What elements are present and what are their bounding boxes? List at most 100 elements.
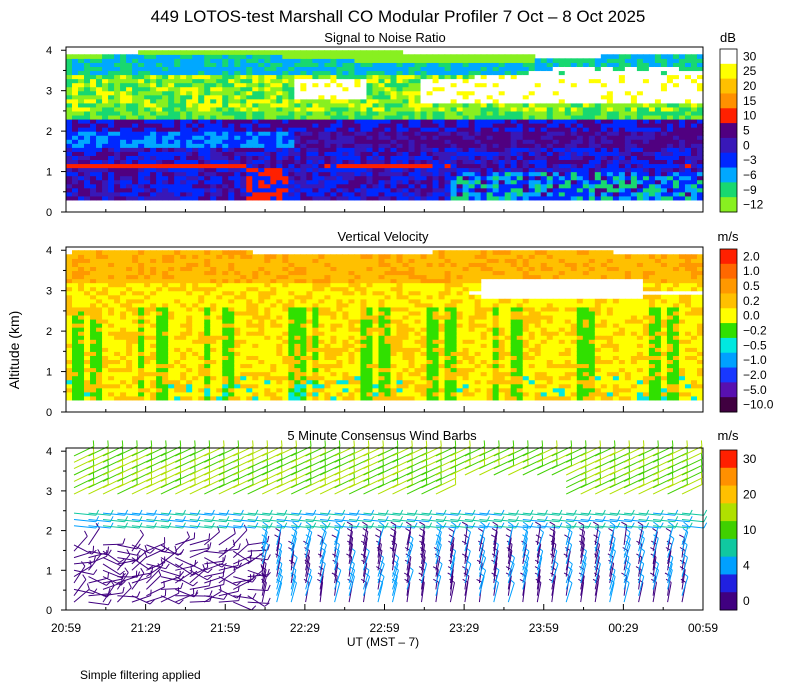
heatmap-cell <box>300 78 307 84</box>
heatmap-cell <box>114 106 121 112</box>
heatmap-cell <box>654 106 662 112</box>
heatmap-cell <box>192 379 199 385</box>
heatmap-cell <box>180 179 187 185</box>
heatmap-cell <box>144 327 151 332</box>
heatmap-cell <box>174 282 181 288</box>
heatmap-cell <box>402 54 410 59</box>
heatmap-cell <box>594 179 602 185</box>
heatmap-cell <box>78 135 85 140</box>
heatmap-cell <box>306 139 313 144</box>
heatmap-cell <box>228 70 235 76</box>
heatmap-cell <box>192 323 199 328</box>
heatmap-cell <box>186 282 193 288</box>
heatmap-cell <box>660 159 668 165</box>
heatmap-cell <box>432 58 440 63</box>
heatmap-cell <box>618 62 626 68</box>
heatmap-cell <box>150 50 157 55</box>
heatmap-cell <box>318 118 326 124</box>
heatmap-cell <box>150 270 157 276</box>
heatmap-cell <box>216 278 223 284</box>
heatmap-cell <box>450 110 458 116</box>
heatmap-cell <box>396 187 404 193</box>
heatmap-cell <box>324 167 332 173</box>
heatmap-cell <box>72 290 79 296</box>
heatmap-cell <box>102 114 109 120</box>
heatmap-cell <box>192 375 199 381</box>
heatmap-cell <box>432 118 440 124</box>
heatmap-cell <box>198 155 205 161</box>
heatmap-cell <box>438 82 446 88</box>
heatmap-cell <box>678 62 686 68</box>
heatmap-cell <box>96 286 103 292</box>
heatmap-cell <box>288 74 295 80</box>
heatmap-cell <box>612 163 620 169</box>
heatmap-cell <box>690 167 698 173</box>
heatmap-cell <box>258 151 265 156</box>
heatmap-cell <box>192 90 199 96</box>
heatmap-cell <box>630 151 638 156</box>
heatmap-cell <box>582 179 590 185</box>
heatmap-cell <box>252 102 259 108</box>
heatmap-cell <box>330 175 338 181</box>
heatmap-cell <box>120 151 127 156</box>
heatmap-cell <box>222 183 229 189</box>
heatmap-cell <box>624 191 632 197</box>
heatmap-cell <box>444 175 452 181</box>
heatmap-cell <box>78 298 85 304</box>
heatmap-cell <box>372 106 380 112</box>
heatmap-cell <box>558 82 566 88</box>
heatmap-cell <box>552 86 560 92</box>
heatmap-cell <box>180 167 187 173</box>
heatmap-cell <box>78 391 85 397</box>
heatmap-cell <box>90 62 97 68</box>
heatmap-cell <box>168 123 175 128</box>
heatmap-cell <box>492 147 500 152</box>
heatmap-cell <box>90 78 97 84</box>
heatmap-cell <box>198 387 205 393</box>
heatmap-cell <box>504 118 512 124</box>
heatmap-cell <box>150 290 157 296</box>
heatmap-cell <box>222 171 229 177</box>
heatmap-cell <box>162 106 169 112</box>
heatmap-cell <box>450 58 458 63</box>
heatmap-cell <box>96 114 103 120</box>
heatmap-cell <box>318 106 326 112</box>
heatmap-cell <box>180 310 187 316</box>
heatmap-cell <box>84 323 91 328</box>
heatmap-cell <box>186 270 193 276</box>
heatmap-cell <box>312 54 319 59</box>
heatmap-cell <box>276 58 283 63</box>
heatmap-cell <box>84 331 91 336</box>
heatmap-cell <box>108 395 115 401</box>
heatmap-cell <box>174 379 181 385</box>
heatmap-cell <box>366 135 374 140</box>
heatmap-cell <box>150 179 157 185</box>
heatmap-cell <box>456 147 464 152</box>
heatmap-cell <box>156 82 163 88</box>
heatmap-cell <box>180 151 187 156</box>
heatmap-cell <box>648 62 656 68</box>
heatmap-cell <box>678 106 686 112</box>
heatmap-cell <box>396 195 404 201</box>
heatmap-cell <box>474 147 482 152</box>
heatmap-cell <box>618 191 626 197</box>
heatmap-cell <box>204 331 211 336</box>
heatmap-cell <box>252 123 259 128</box>
heatmap-cell <box>156 78 163 84</box>
heatmap-cell <box>354 175 362 181</box>
heatmap-cell <box>156 123 163 128</box>
heatmap-cell <box>264 163 271 169</box>
heatmap-cell <box>162 298 169 304</box>
heatmap-cell <box>630 94 638 100</box>
heatmap-cell <box>594 82 602 88</box>
heatmap-cell <box>156 58 163 63</box>
heatmap-cell <box>258 139 265 144</box>
heatmap-cell <box>168 254 175 259</box>
heatmap-cell <box>684 179 692 185</box>
heatmap-cell <box>654 123 662 128</box>
heatmap-cell <box>486 70 494 76</box>
heatmap-cell <box>108 323 115 328</box>
heatmap-cell <box>492 159 500 165</box>
heatmap-cell <box>444 191 452 197</box>
heatmap-cell <box>618 159 626 165</box>
